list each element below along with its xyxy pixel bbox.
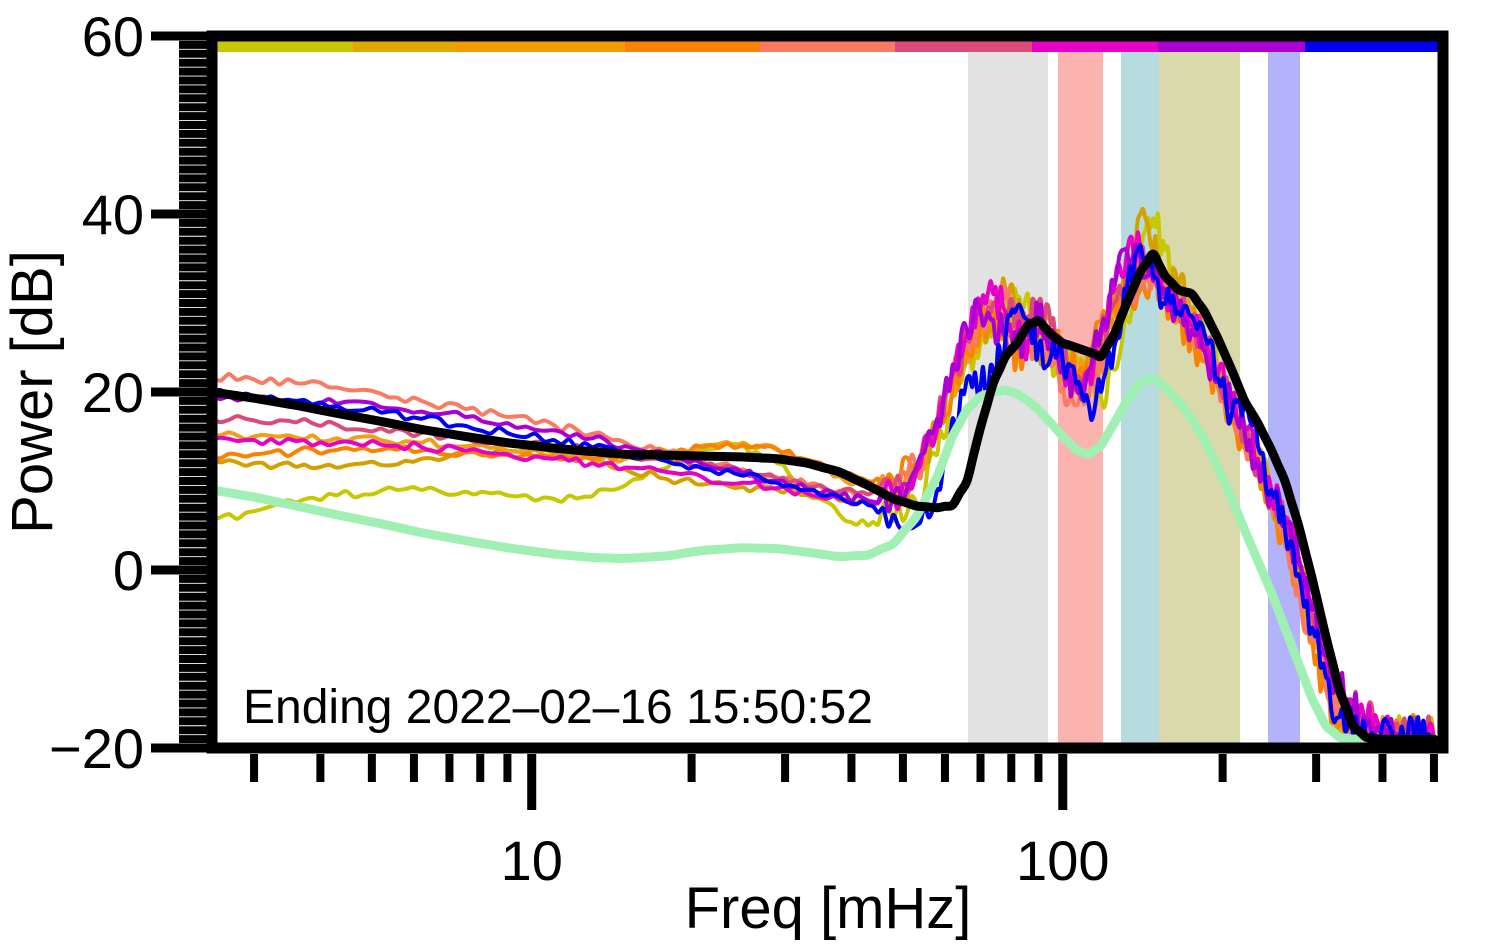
colorbar-seg-olive [212, 39, 353, 52]
x-axis-title: Freq [mHz] [685, 876, 972, 941]
axis-ticks-layer [151, 31, 1438, 810]
axis-labels-layer: −20 0 20 40 60 10 100 [49, 5, 1109, 892]
colorbar-seg-crimson [895, 39, 1032, 52]
trace-gold [212, 206, 1436, 743]
ending-timestamp-annotation: Ending 2022‒02‒16 15:50:52 [243, 681, 873, 734]
spectral-curves-layer [212, 206, 1439, 744]
band-periwinkle [1268, 42, 1300, 746]
y-axis-title: Power [dB] [0, 250, 65, 534]
y-tick-label: 60 [82, 5, 144, 68]
colorbar-seg-gold [353, 39, 455, 52]
colorbar-seg-salmon [760, 39, 895, 52]
trace-mint [212, 374, 1439, 744]
trace-blue [212, 243, 1436, 744]
trace-orange [212, 277, 1436, 743]
colorbar-layer [212, 39, 1443, 52]
colorbar-seg-blue [1305, 39, 1443, 52]
y-tick-label: 40 [82, 183, 144, 246]
y-tick-label: −20 [49, 717, 144, 780]
x-tick-label: 10 [501, 829, 563, 892]
y-tick-label: 0 [113, 539, 144, 602]
y-tick-label: 20 [82, 361, 144, 424]
colorbar-seg-orange [625, 39, 760, 52]
plot-frame-layer [206, 30, 1449, 754]
trace-purple [212, 243, 1436, 742]
trace-mean-black [212, 249, 1439, 744]
colorbar-seg-magenta [1032, 39, 1158, 52]
x-tick-label: 100 [1016, 829, 1109, 892]
trace-olive [212, 211, 1436, 744]
trace-amber [212, 264, 1436, 743]
colorbar-seg-purple [1158, 39, 1305, 52]
trace-salmon [212, 265, 1436, 743]
colorbar-seg-amber [455, 39, 625, 52]
